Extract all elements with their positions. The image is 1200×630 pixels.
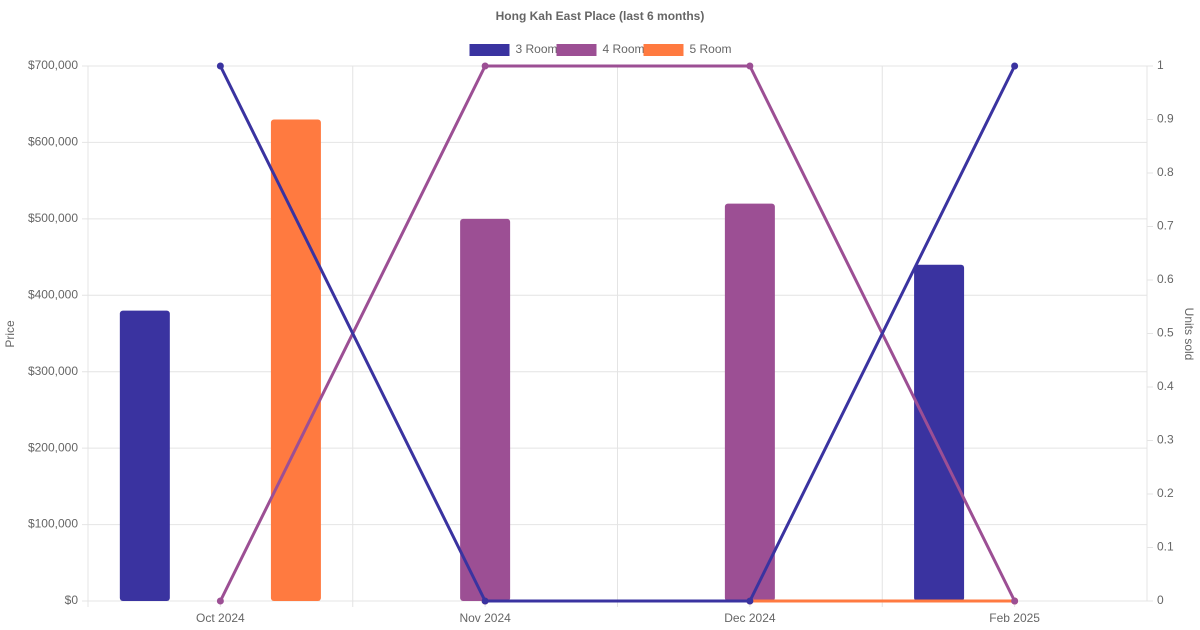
y2-tick-label: 1 bbox=[1157, 58, 1164, 72]
units-point bbox=[216, 62, 224, 70]
y-tick-label: $0 bbox=[65, 593, 79, 607]
units-point bbox=[1011, 597, 1019, 605]
y2-tick-label: 0.5 bbox=[1157, 326, 1174, 340]
legend-label: 3 Room bbox=[516, 42, 558, 56]
y-tick-label: $600,000 bbox=[28, 135, 78, 149]
units-point bbox=[481, 62, 489, 70]
y-axis-title: Price bbox=[3, 320, 17, 348]
y-tick-label: $500,000 bbox=[28, 211, 78, 225]
y2-tick-label: 0.8 bbox=[1157, 165, 1174, 179]
units-point bbox=[746, 62, 754, 70]
y2-tick-label: 0 bbox=[1157, 593, 1164, 607]
y2-tick-label: 0.1 bbox=[1157, 540, 1174, 554]
units-point bbox=[216, 597, 224, 605]
bar bbox=[270, 119, 321, 601]
legend-swatch bbox=[469, 44, 510, 56]
legend-label: 5 Room bbox=[690, 42, 732, 56]
chart-title: Hong Kah East Place (last 6 months) bbox=[496, 9, 705, 23]
x-tick-label: Nov 2024 bbox=[459, 611, 511, 625]
y2-tick-label: 0.7 bbox=[1157, 219, 1174, 233]
units-point bbox=[746, 597, 754, 605]
units-line bbox=[219, 65, 1016, 603]
units-point bbox=[1011, 62, 1019, 70]
bar bbox=[119, 310, 170, 601]
y-tick-label: $400,000 bbox=[28, 287, 78, 301]
bar bbox=[724, 203, 775, 602]
y2-tick-label: 0.4 bbox=[1157, 379, 1174, 393]
legend-swatch bbox=[643, 44, 684, 56]
y2-tick-label: 0.2 bbox=[1157, 486, 1174, 500]
x-tick-label: Oct 2024 bbox=[196, 611, 245, 625]
y2-axis-title: Units sold bbox=[1182, 308, 1196, 361]
y-tick-label: $100,000 bbox=[28, 517, 78, 531]
units-point bbox=[481, 597, 489, 605]
legend-label: 4 Room bbox=[603, 42, 645, 56]
y-tick-label: $700,000 bbox=[28, 58, 78, 72]
y2-tick-label: 0.9 bbox=[1157, 112, 1174, 126]
legend-swatch bbox=[556, 44, 597, 56]
x-tick-label: Dec 2024 bbox=[724, 611, 776, 625]
y-tick-label: $200,000 bbox=[28, 440, 78, 454]
bar bbox=[914, 264, 965, 601]
y-tick-label: $300,000 bbox=[28, 364, 78, 378]
y2-tick-label: 0.6 bbox=[1157, 272, 1174, 286]
x-tick-label: Feb 2025 bbox=[989, 611, 1040, 625]
bar bbox=[460, 218, 511, 601]
y2-tick-label: 0.3 bbox=[1157, 433, 1174, 447]
